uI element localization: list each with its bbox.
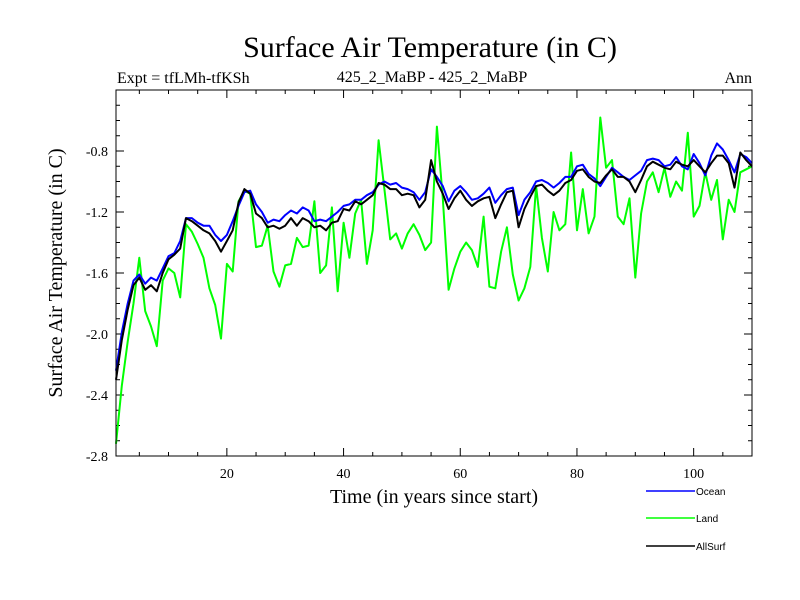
legend-label-land: Land (696, 514, 718, 525)
y-tick-label: -2.0 (86, 328, 108, 343)
chart-title: Surface Air Temperature (in C) (243, 31, 617, 64)
y-axis-title: Surface Air Temperature (in C) (45, 148, 67, 397)
run-label: 425_2_MaBP - 425_2_MaBP (337, 69, 528, 86)
y-tick-label: -2.8 (86, 450, 108, 465)
x-tick-label: 40 (337, 467, 351, 482)
x-tick-label: 20 (220, 467, 234, 482)
x-tick-label: 60 (453, 467, 467, 482)
legend-label-allsurf: AllSurf (696, 542, 726, 553)
series-land-line (115, 116, 753, 444)
legend: Ocean Land AllSurf (646, 487, 726, 553)
axes-ticks: 20 40 60 80 100 -2.8 -2.4 -2.0 -1.6 -1.2 -0.8 (86, 90, 753, 482)
series-allsurf-line (115, 151, 753, 380)
y-tick-label: -1.2 (86, 206, 108, 221)
y-tick-label: -2.4 (86, 389, 108, 404)
y-tick-label: -1.6 (86, 267, 108, 282)
plot-lines (115, 116, 753, 444)
y-tick-label: -0.8 (86, 145, 108, 160)
season-label: Ann (724, 70, 752, 87)
x-tick-label: 80 (570, 467, 584, 482)
plot-frame (115, 89, 753, 457)
x-axis-title: Time (in years since start) (330, 486, 538, 508)
legend-label-ocean: Ocean (696, 487, 725, 498)
x-tick-label: 100 (683, 467, 704, 482)
experiment-label: Expt = tfLMh-tfKSh (117, 70, 250, 87)
